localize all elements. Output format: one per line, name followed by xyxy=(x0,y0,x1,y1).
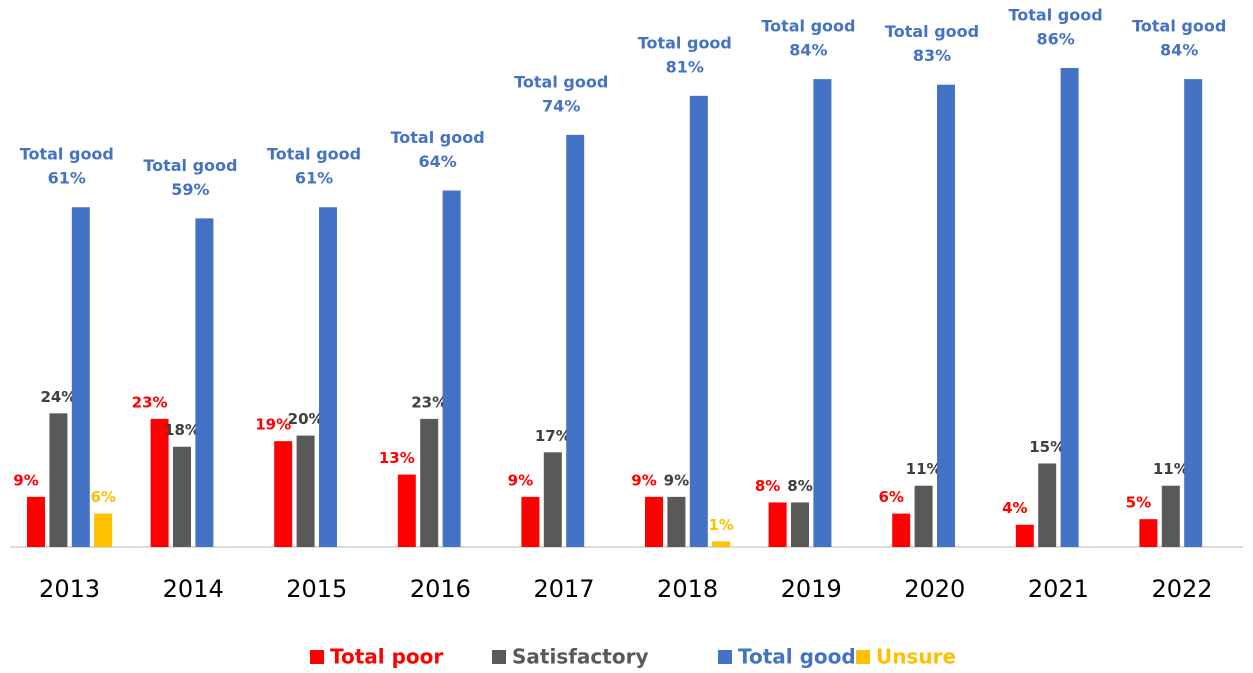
legend-swatch xyxy=(310,650,324,664)
legend-swatch xyxy=(718,650,732,664)
value-label: 81% xyxy=(666,57,704,76)
bar xyxy=(521,496,540,547)
bar xyxy=(543,452,562,547)
bar-series-label: Total good xyxy=(885,22,979,41)
legend-label: Unsure xyxy=(876,645,956,669)
legend-swatch xyxy=(856,650,870,664)
value-label: 24% xyxy=(40,388,76,406)
bar xyxy=(1015,524,1034,547)
bar xyxy=(645,496,663,547)
value-label: 1% xyxy=(708,516,733,534)
value-label: 13% xyxy=(379,449,415,467)
x-tick-label: 2017 xyxy=(533,575,594,603)
bar xyxy=(442,190,461,547)
bar xyxy=(27,496,45,547)
value-label: 59% xyxy=(171,180,209,199)
x-tick-label: 2022 xyxy=(1151,575,1212,603)
bar xyxy=(566,134,585,547)
bar xyxy=(195,218,214,547)
value-label: 9% xyxy=(508,471,533,489)
bar xyxy=(712,541,731,547)
x-tick-label: 2021 xyxy=(1028,575,1089,603)
value-label: 23% xyxy=(132,393,168,411)
bar-series-label: Total good xyxy=(20,145,114,164)
value-label: 8% xyxy=(787,477,812,495)
value-label: 11% xyxy=(906,460,942,478)
bar-series-label: Total good xyxy=(267,145,361,164)
bar xyxy=(813,79,832,548)
x-tick-label: 2015 xyxy=(286,575,347,603)
value-label: 8% xyxy=(755,477,780,495)
legend-swatch xyxy=(492,650,506,664)
bar xyxy=(1161,485,1180,547)
value-label: 17% xyxy=(535,427,571,445)
bar xyxy=(94,513,113,547)
x-tick-label: 2013 xyxy=(39,575,100,603)
bar xyxy=(667,496,686,547)
value-label: 5% xyxy=(1126,494,1151,512)
value-label: 9% xyxy=(631,471,656,489)
bar xyxy=(1139,519,1158,547)
value-label: 61% xyxy=(295,169,333,188)
value-label: 15% xyxy=(1029,438,1065,456)
bar xyxy=(892,513,911,547)
value-label: 6% xyxy=(878,488,903,506)
bar xyxy=(397,474,416,547)
x-tick-label: 2018 xyxy=(657,575,718,603)
bar xyxy=(71,207,90,548)
value-label: 84% xyxy=(1160,41,1198,60)
value-label: 23% xyxy=(411,393,447,411)
bar xyxy=(49,413,68,547)
x-tick-label: 2020 xyxy=(904,575,965,603)
legend-label: Total poor xyxy=(330,645,443,669)
value-label: 6% xyxy=(90,488,115,506)
value-label: 64% xyxy=(418,152,456,171)
value-label: 84% xyxy=(789,41,827,60)
value-label: 83% xyxy=(913,46,951,65)
value-label: 9% xyxy=(13,471,38,489)
bar-series-label: Total good xyxy=(1132,17,1226,36)
bar-series-label: Total good xyxy=(761,17,855,36)
bar xyxy=(1184,79,1203,548)
bar-series-label: Total good xyxy=(514,72,608,91)
x-tick-label: 2019 xyxy=(781,575,842,603)
legend-label: Satisfactory xyxy=(512,645,648,669)
bar xyxy=(914,485,933,547)
bar xyxy=(791,502,809,547)
value-label: 18% xyxy=(164,421,200,439)
value-label: 9% xyxy=(664,471,689,489)
bar xyxy=(420,418,439,547)
bar xyxy=(1060,67,1079,547)
bar-series-label: Total good xyxy=(638,33,732,52)
bar xyxy=(768,502,787,547)
value-label: 86% xyxy=(1036,29,1074,48)
x-tick-label: 2014 xyxy=(163,575,224,603)
value-label: 61% xyxy=(48,169,86,188)
bar xyxy=(689,95,708,547)
legend-label: Total good xyxy=(738,645,856,669)
value-label: 74% xyxy=(542,96,580,115)
bar-series-label: Total good xyxy=(391,128,485,147)
bar xyxy=(150,418,169,547)
value-label: 20% xyxy=(288,410,324,428)
bar xyxy=(173,446,191,547)
value-label: 11% xyxy=(1153,460,1189,478)
value-label: 19% xyxy=(255,416,291,434)
x-tick-label: 2016 xyxy=(410,575,471,603)
bar xyxy=(319,207,337,548)
bar xyxy=(274,441,293,547)
value-label: 4% xyxy=(1002,499,1027,517)
bar xyxy=(296,435,315,547)
bar-series-label: Total good xyxy=(1009,5,1103,24)
bar xyxy=(1038,463,1057,547)
bar xyxy=(937,84,955,547)
bar-series-label: Total good xyxy=(143,156,237,175)
